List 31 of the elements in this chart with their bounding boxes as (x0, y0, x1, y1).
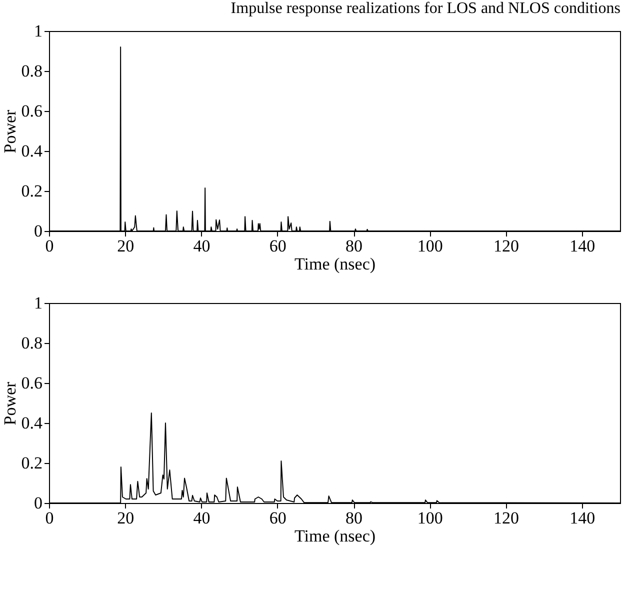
x-tick-label: 80 (346, 236, 363, 256)
x-tick-label: 80 (346, 508, 363, 528)
x-tick-label: 60 (269, 508, 286, 528)
x-axis-title: Time (nsec) (294, 254, 376, 274)
x-axis-title: Time (nsec) (294, 526, 376, 546)
y-tick-label: 0.8 (21, 334, 42, 352)
x-tick-label: 120 (494, 236, 520, 256)
y-tick-label: 0 (34, 222, 42, 240)
y-tick-label: 0.4 (21, 414, 43, 432)
x-tick-label: 40 (193, 236, 210, 256)
chart-title: Impulse response realizations for LOS and NLOS conditions (230, 0, 620, 17)
y-axis-title: Power (0, 109, 20, 154)
y-axis-title: Power (0, 381, 20, 426)
y-tick-label: 0.2 (21, 454, 42, 472)
x-tick-label: 20 (117, 236, 134, 256)
x-tick-label: 140 (570, 236, 596, 256)
x-tick-label: 20 (117, 508, 134, 528)
y-tick-label: 0.6 (21, 374, 42, 392)
y-tick-label: 0 (34, 494, 42, 512)
x-tick-label: 140 (570, 508, 596, 528)
x-tick-label: 100 (417, 236, 443, 256)
x-tick-label: 40 (193, 508, 210, 528)
x-tick-label: 60 (269, 236, 286, 256)
y-tick-label: 0.6 (21, 102, 42, 120)
y-tick-label: 0.8 (21, 62, 42, 80)
y-tick-label: 1 (34, 22, 42, 40)
x-tick-label: 100 (417, 508, 443, 528)
y-tick-label: 0.4 (21, 142, 43, 160)
x-tick-label: 120 (494, 508, 520, 528)
y-tick-label: 0.2 (21, 182, 42, 200)
y-tick-label: 1 (34, 294, 42, 312)
